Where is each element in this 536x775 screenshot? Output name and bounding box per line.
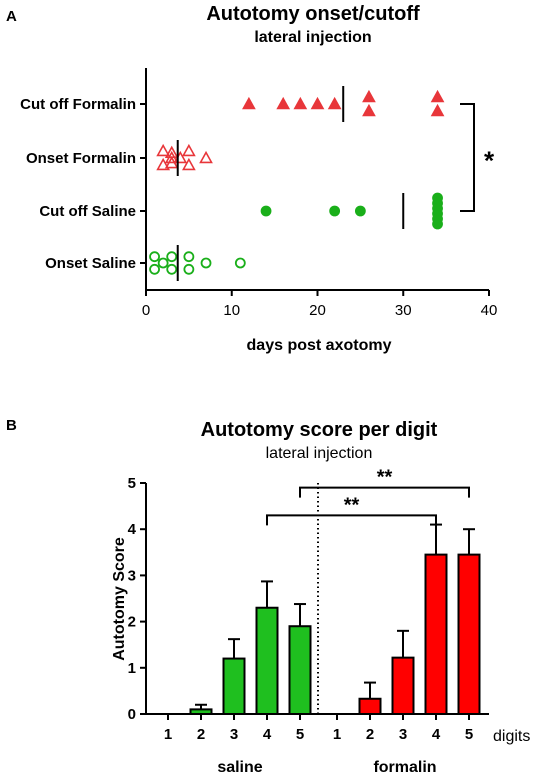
x-tick-label: 40 <box>481 302 498 319</box>
bar <box>222 657 246 715</box>
data-point-triangle <box>293 96 308 110</box>
x-tick-label: 2 <box>366 726 374 743</box>
data-point-triangle <box>310 96 325 110</box>
x-tick-label: 1 <box>333 726 341 743</box>
data-point-circle <box>166 251 178 263</box>
bar <box>424 553 448 715</box>
data-point-circle <box>149 251 160 263</box>
panel-b-ylabel: Autotomy Score <box>111 537 128 661</box>
panel-b-label: B <box>6 417 17 434</box>
y-category-label: Onset Saline <box>45 255 136 272</box>
data-point-triangle <box>182 143 196 157</box>
bar <box>391 656 415 715</box>
panel-a-xlabel: days post axotomy <box>247 337 392 354</box>
y-category-label: Onset Formalin <box>26 150 136 167</box>
data-point-triangle <box>242 96 256 110</box>
panel-b-xlabel: digits <box>493 728 530 745</box>
bar <box>189 708 213 716</box>
x-tick-label: 30 <box>395 302 412 319</box>
data-point-circle <box>234 257 246 269</box>
panel-b-subtitle: lateral injection <box>266 445 373 462</box>
significance-bracket <box>299 486 470 498</box>
bar <box>457 553 481 715</box>
data-point-triangle <box>430 103 445 117</box>
panel-b-title: Autotomy score per digit <box>201 419 438 441</box>
x-tick-label: 4 <box>263 726 272 743</box>
x-tick-label: 1 <box>164 726 172 743</box>
data-point-circle <box>149 263 160 275</box>
data-point-triangle <box>156 143 171 157</box>
y-tick-label: 2 <box>128 614 136 631</box>
data-point-triangle <box>156 157 171 171</box>
y-category-label: Cut off Formalin <box>20 96 136 113</box>
data-point-circle <box>260 205 272 217</box>
significance-stars: ** <box>377 467 393 489</box>
group-label-formalin: formalin <box>373 759 436 775</box>
panel-a-subtitle: lateral injection <box>254 29 371 46</box>
significance-star: * <box>484 146 495 176</box>
y-tick-label: 1 <box>128 660 136 677</box>
bar <box>288 625 312 715</box>
data-point-circle <box>329 205 341 217</box>
x-tick-label: 20 <box>309 302 326 319</box>
y-category-label: Cut off Saline <box>39 203 136 220</box>
x-tick-label: 3 <box>230 726 238 743</box>
data-point-triangle <box>327 96 342 110</box>
data-point-triangle <box>362 103 376 117</box>
significance-bracket <box>460 103 475 212</box>
data-point-circle <box>432 218 443 230</box>
data-point-triangle <box>182 157 196 171</box>
y-tick-label: 3 <box>128 567 136 584</box>
x-tick-label: 4 <box>432 726 441 743</box>
data-point-circle <box>183 251 195 263</box>
y-tick-label: 4 <box>128 521 137 538</box>
x-tick-label: 5 <box>296 726 304 743</box>
group-label-saline: saline <box>217 759 262 775</box>
panel-a-plot: 0 10 20 30 40 Cut off Formalin Onset Formalin C… <box>20 68 497 319</box>
data-point-triangle <box>362 89 376 103</box>
data-point-circle <box>166 263 178 275</box>
bar <box>358 697 382 716</box>
x-tick-label: 5 <box>465 726 473 743</box>
panel-a-label: A <box>6 8 17 25</box>
y-tick-label: 0 <box>128 706 136 723</box>
data-point-circle <box>354 205 366 217</box>
panel-b-plot: 0 1 2 3 4 5 1 2 3 4 5 1 2 3 4 5 ** ** <box>128 467 489 743</box>
data-point-circle <box>157 257 169 269</box>
x-tick-label: 2 <box>197 726 205 743</box>
data-point-triangle <box>276 96 291 110</box>
x-tick-label: 3 <box>399 726 407 743</box>
significance-bracket <box>266 514 437 526</box>
data-point-circle <box>200 257 212 269</box>
panel-a-title: Autotomy onset/cutoff <box>206 3 420 25</box>
data-point-circle <box>183 263 195 275</box>
significance-stars: ** <box>344 494 360 516</box>
data-point-triangle <box>164 150 179 164</box>
x-tick-label: 10 <box>223 302 240 319</box>
data-point-triangle <box>430 89 445 103</box>
y-tick-label: 5 <box>128 475 136 492</box>
x-tick-label: 0 <box>142 302 150 319</box>
data-point-triangle <box>199 150 213 164</box>
bar <box>255 606 279 715</box>
